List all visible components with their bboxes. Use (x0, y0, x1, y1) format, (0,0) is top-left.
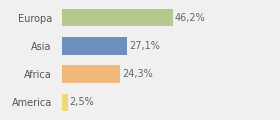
Bar (62, 65, 120, 83)
Text: 24,3%: 24,3% (122, 69, 153, 79)
Text: 2,5%: 2,5% (69, 97, 94, 107)
Bar (62, 94, 68, 111)
Text: 46,2%: 46,2% (175, 13, 206, 23)
Bar (62, 9, 173, 26)
Bar (62, 37, 127, 55)
Text: 27,1%: 27,1% (129, 41, 160, 51)
